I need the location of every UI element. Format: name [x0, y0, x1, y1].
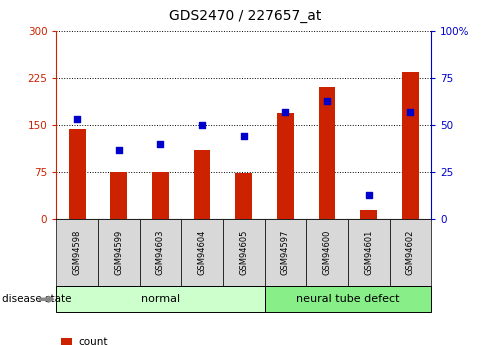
- Point: [323, 98, 331, 104]
- Text: GSM94600: GSM94600: [322, 230, 332, 275]
- Text: GDS2470 / 227657_at: GDS2470 / 227657_at: [169, 9, 321, 23]
- Point: [115, 147, 122, 152]
- Text: GSM94598: GSM94598: [73, 230, 82, 275]
- Text: neural tube defect: neural tube defect: [296, 294, 400, 304]
- Point: [156, 141, 164, 147]
- Bar: [277, 112, 294, 219]
- Point: [198, 122, 206, 128]
- Bar: [235, 173, 252, 219]
- Text: GSM94605: GSM94605: [239, 230, 248, 275]
- Text: GSM94603: GSM94603: [156, 230, 165, 275]
- Text: GSM94604: GSM94604: [197, 230, 207, 275]
- Text: normal: normal: [141, 294, 180, 304]
- Point: [281, 109, 289, 115]
- Text: GSM94602: GSM94602: [406, 230, 415, 275]
- Text: count: count: [78, 337, 107, 345]
- Point: [73, 117, 81, 122]
- Point: [406, 109, 414, 115]
- Bar: [194, 150, 210, 219]
- Text: disease state: disease state: [2, 294, 72, 304]
- Text: GSM94601: GSM94601: [364, 230, 373, 275]
- Bar: [402, 72, 418, 219]
- Bar: [152, 172, 169, 219]
- Point: [365, 192, 372, 197]
- Bar: [318, 88, 335, 219]
- Bar: [69, 129, 85, 219]
- Bar: [110, 172, 127, 219]
- Point: [240, 134, 247, 139]
- Text: GSM94597: GSM94597: [281, 230, 290, 275]
- Text: GSM94599: GSM94599: [114, 230, 123, 275]
- Bar: [360, 210, 377, 219]
